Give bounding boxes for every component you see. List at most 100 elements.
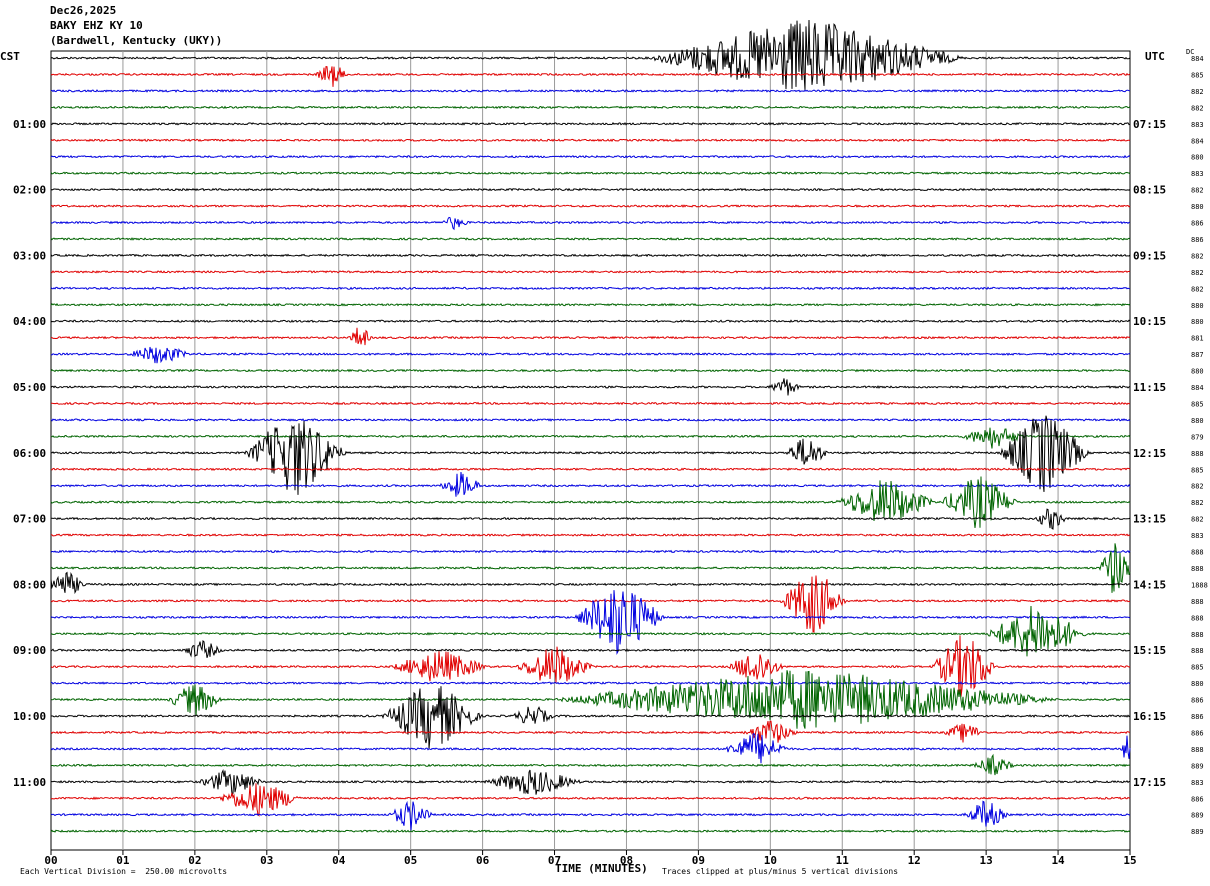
trace-line [50,418,1131,422]
right-hour-label: 14:15 [1133,578,1166,591]
trace-line [50,89,1131,93]
header-station: BAKY EHZ KY 10 [50,19,143,32]
left-hour-label: 09:00 [13,644,46,657]
trace-line [50,732,1131,764]
left-hour-label: 10:00 [13,710,46,723]
left-hour-label: 04:00 [13,315,46,328]
x-tick-label: 11 [836,854,850,867]
dc-offset-label: 885 [1191,400,1204,408]
x-tick-label: 12 [908,854,921,867]
left-hour-label: 03:00 [13,249,46,262]
trace-line [50,286,1131,291]
trace-line [50,415,1131,495]
x-tick-label: 03 [260,854,273,867]
dc-offset-label: 888 [1191,549,1204,557]
dc-offset-label: 889 [1191,762,1204,770]
dc-offset-label: 885 [1191,664,1204,672]
x-tick-label: 10 [764,854,777,867]
trace-line [50,605,1131,657]
trace-line [50,670,1131,729]
trace-line [50,768,1131,797]
dc-offset-label: 882 [1191,88,1204,96]
header-location: (Bardwell, Kentucky (UKY)) [50,34,223,47]
dc-offset-label: 888 [1191,614,1204,622]
trace-line [50,66,1131,87]
trace-line [50,575,1131,633]
trace-line [50,533,1131,537]
right-zone-label: UTC [1145,50,1165,63]
dc-offset-label: 889 [1191,812,1204,820]
trace-line [50,19,1131,91]
dc-offset-label: 882 [1191,269,1204,277]
left-hour-label: 11:00 [13,776,46,789]
left-hour-label: 02:00 [13,184,46,197]
dc-offset-label: 882 [1191,187,1204,195]
header-date: Dec26,2025 [50,4,117,17]
x-axis-title: TIME (MINUTES) [555,862,648,875]
dc-offset-label: 889 [1191,828,1204,836]
trace-line [50,639,1131,658]
left-hour-label: 08:00 [13,578,46,591]
trace-line [50,368,1131,373]
left-hour-label: 06:00 [13,447,46,460]
trace-line [50,216,1131,231]
x-tick-label: 04 [332,854,346,867]
right-hour-label: 17:15 [1133,776,1166,789]
trace-line [50,319,1131,323]
trace-line [50,253,1131,258]
trace-line [50,187,1131,192]
left-hour-label: 01:00 [13,118,46,131]
dc-offset-label: 882 [1191,516,1204,524]
dc-offset-label: 882 [1191,252,1204,260]
dc-offset-label: 886 [1191,236,1204,244]
trace-line [50,138,1131,143]
x-tick-label: 00 [44,854,57,867]
dc-offset-label: 886 [1191,713,1204,721]
trace-line [50,571,1131,595]
trace-line [50,549,1131,554]
trace-line [50,800,1131,831]
dc-offset-label: 884 [1191,137,1204,145]
dc-offset-label: 880 [1191,318,1204,326]
dc-offset-label: 882 [1191,483,1204,491]
dc-offset-label: 879 [1191,433,1204,441]
x-tick-label: 09 [692,854,705,867]
trace-line [50,346,1131,364]
dc-offset-label: 887 [1191,351,1204,359]
trace-line [50,171,1131,175]
footer-scale: Each Vertical Division = 250.00 microvol… [20,867,228,876]
dc-offset-label: 886 [1191,795,1204,803]
right-hour-label: 12:15 [1133,447,1166,460]
dc-offset-label: 880 [1191,417,1204,425]
dc-offset-label: 886 [1191,220,1204,228]
x-tick-label: 08 [620,854,633,867]
dc-offset-label: 885 [1191,71,1204,79]
left-hour-label: 05:00 [13,381,46,394]
dc-offset-label: 883 [1191,121,1204,129]
right-hour-label: 07:15 [1133,118,1166,131]
dc-offset-label: 883 [1191,779,1204,787]
trace-line [50,783,1131,817]
dc-offset-label: 886 [1191,697,1204,705]
trace-line [51,508,1131,530]
dc-offset-label: 888 [1191,647,1204,655]
dc-offset-label: 888 [1191,565,1204,573]
trace-line [50,476,1131,529]
left-zone-label: CST [0,50,20,63]
right-hour-label: 08:15 [1133,184,1166,197]
dc-offset-label: 886 [1191,729,1204,737]
dc-offset-label: 884 [1191,55,1204,63]
dc-offset-label: 888 [1191,450,1204,458]
trace-line [50,270,1131,274]
x-tick-label: 07 [548,854,561,867]
dc-offset-label: 882 [1191,104,1204,112]
x-tick-label: 01 [116,854,130,867]
trace-line [50,590,1131,655]
x-tick-label: 15 [1123,854,1136,867]
trace-line [50,681,1131,686]
footer-clip: Traces clipped at plus/minus 5 vertical … [662,867,899,876]
trace-line [50,378,1131,396]
dc-offset-label: 1888 [1191,581,1208,589]
trace-line [50,720,1131,743]
